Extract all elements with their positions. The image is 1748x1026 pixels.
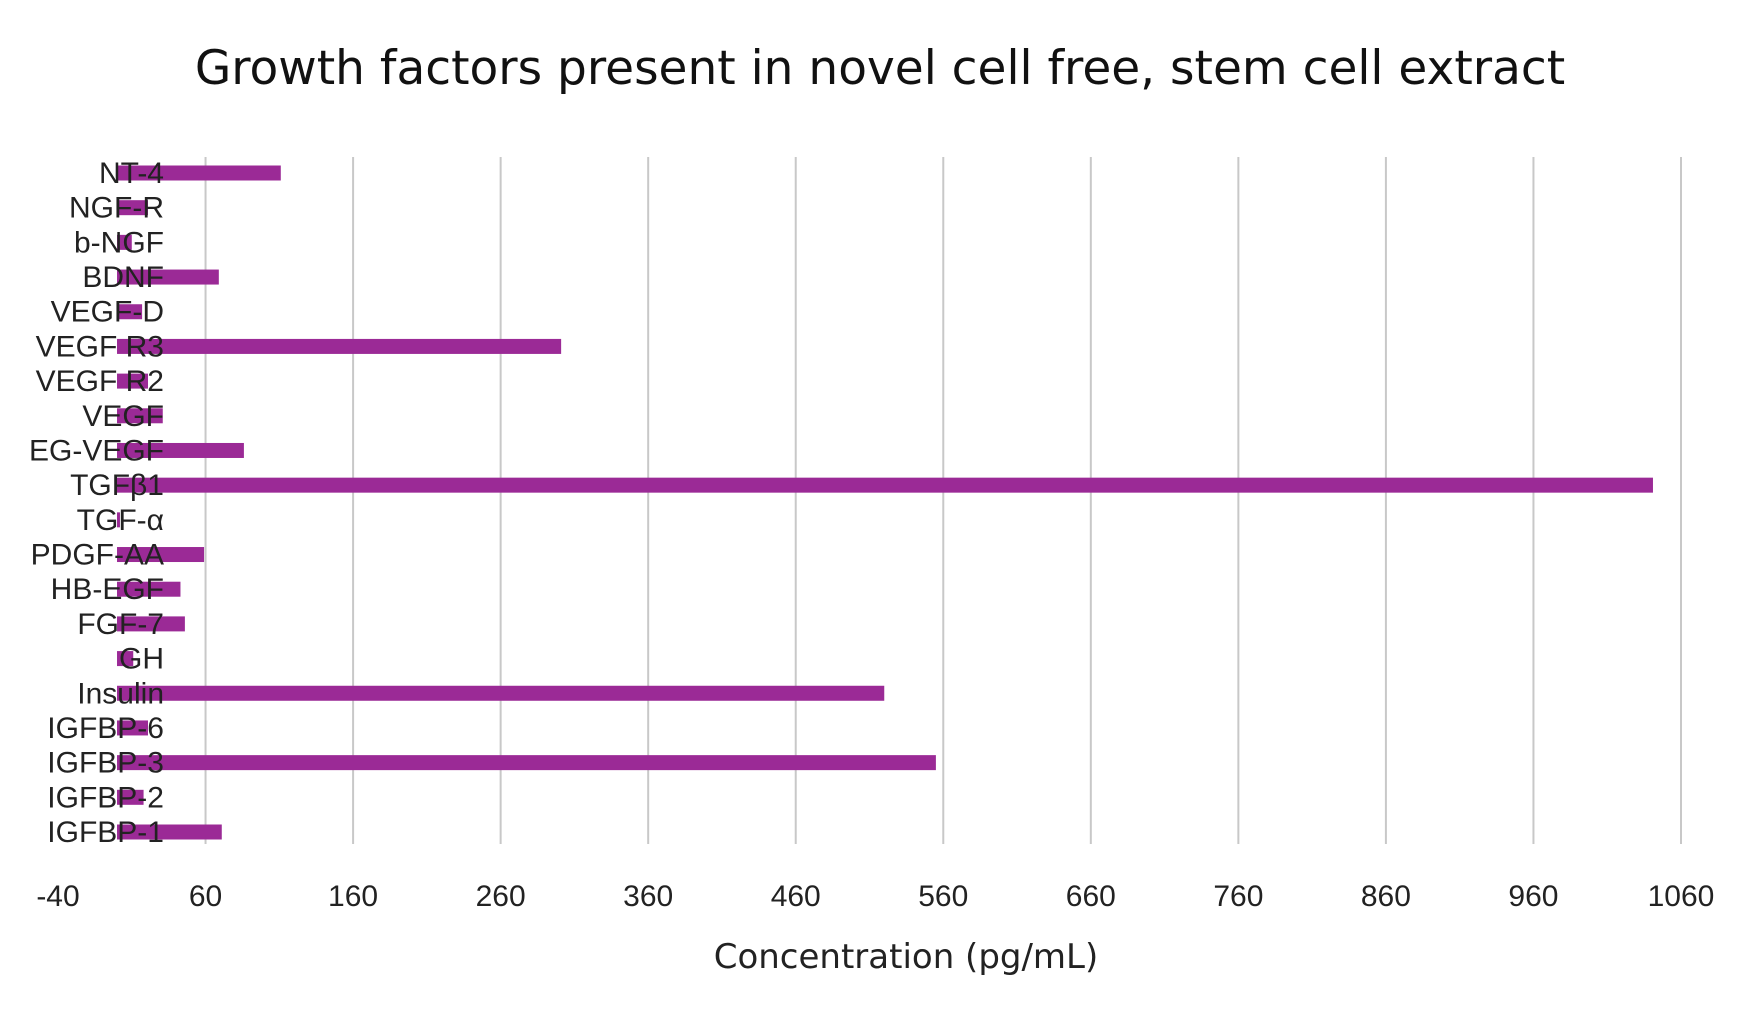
bar xyxy=(117,616,185,632)
bar xyxy=(117,442,244,458)
bar xyxy=(117,824,222,840)
category-label: b-NGF xyxy=(74,226,164,259)
category-label: IGFBP-3 xyxy=(47,747,164,780)
category-label: VEGF R2 xyxy=(36,365,164,398)
x-tick-label: 560 xyxy=(918,880,968,913)
x-tick-label: 460 xyxy=(771,880,821,913)
bar xyxy=(117,477,1653,493)
category-label: VEGF-D xyxy=(51,296,164,329)
x-tick-label: 960 xyxy=(1508,880,1558,913)
bar xyxy=(117,200,149,216)
x-tick-label: 1060 xyxy=(1648,880,1715,913)
x-tick-label: 260 xyxy=(476,880,526,913)
category-label: IGFBP-1 xyxy=(47,816,164,849)
category-label: NGF-R xyxy=(69,192,164,225)
bar xyxy=(117,304,143,320)
category-label: IGFBP-2 xyxy=(47,781,164,814)
category-label: VEGF xyxy=(82,400,164,433)
x-axis-label: Concentration (pg/mL) xyxy=(714,937,1099,977)
x-tick-label: 160 xyxy=(328,880,378,913)
bar xyxy=(117,581,181,597)
bar xyxy=(117,755,936,771)
bar xyxy=(117,234,132,250)
bar xyxy=(117,720,149,736)
bars xyxy=(117,165,1653,840)
grid-lines xyxy=(204,157,1682,844)
category-label: IGFBP-6 xyxy=(47,712,164,745)
x-tick-label: -40 xyxy=(36,880,79,913)
category-label: TGF-α xyxy=(77,504,164,537)
x-tick-label: 60 xyxy=(189,880,222,913)
category-label: Insulin xyxy=(77,677,164,710)
category-label: EG-VEGF xyxy=(29,434,164,467)
bar xyxy=(117,651,134,667)
chart-title: Growth factors present in novel cell fre… xyxy=(195,41,1565,96)
bar xyxy=(117,685,885,701)
x-tick-labels: -40 60 160 260 360 460 560 660 760 860 960 1060 xyxy=(36,880,1714,913)
bar xyxy=(117,165,281,181)
bar xyxy=(117,373,149,389)
x-tick-label: 360 xyxy=(623,880,673,913)
bar xyxy=(117,269,219,285)
bar xyxy=(117,789,144,805)
x-tick-label: 860 xyxy=(1361,880,1411,913)
x-tick-label: 660 xyxy=(1066,880,1116,913)
bar xyxy=(117,338,562,354)
category-label: HB-EGF xyxy=(51,573,164,606)
x-tick-label: 760 xyxy=(1213,880,1263,913)
category-label: TGFβ1 xyxy=(70,469,164,502)
bar xyxy=(117,547,205,563)
category-label: FGF-7 xyxy=(77,608,164,641)
category-label: PDGF-AA xyxy=(31,539,164,572)
category-label: BDNF xyxy=(82,261,164,294)
bar xyxy=(117,408,163,424)
category-label: VEGF R3 xyxy=(36,330,164,363)
category-label: GH xyxy=(119,643,164,676)
bar xyxy=(117,512,120,528)
category-label: NT-4 xyxy=(99,157,164,190)
